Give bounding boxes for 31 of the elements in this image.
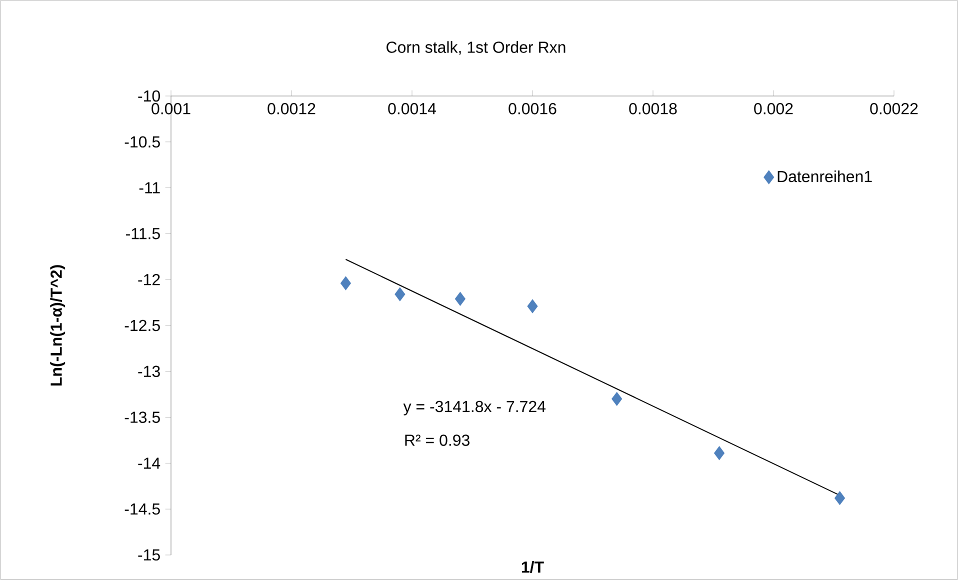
- x-tick-label: 0.0012: [268, 103, 316, 114]
- y-tick-label: -12.5: [124, 320, 160, 332]
- point: [834, 491, 846, 506]
- annotation: y = -3141.8x - 7.724: [403, 400, 546, 416]
- x-axis-title: 1/T: [522, 561, 544, 573]
- y-tick-label: -12: [138, 274, 160, 286]
- y-tick-label: -14.5: [124, 504, 160, 515]
- y-tick-label: -10.5: [124, 136, 160, 148]
- x-tick-label: 0.0016: [508, 103, 556, 114]
- point: [714, 446, 725, 460]
- chart-title: Corn stalk, 1st Order Rxn: [386, 41, 566, 55]
- y-tick-label: -13: [138, 366, 160, 378]
- point: [527, 299, 538, 314]
- y-axis-title: Ln(-Ln(1-α)/T^2): [50, 265, 66, 386]
- legend-label: Datenreihen1: [778, 170, 872, 182]
- y-tick-label: -10: [138, 90, 160, 102]
- y-tick-label: -14: [138, 458, 160, 469]
- annotation: R² = 0.93: [405, 434, 470, 446]
- x-tick-label: 0.0018: [629, 103, 677, 114]
- x-tick-label: 0.002: [754, 103, 793, 114]
- point: [612, 392, 622, 406]
- y-tick-label: -15: [138, 549, 160, 561]
- point: [340, 276, 351, 290]
- x-tick-label: 0.0022: [870, 103, 918, 114]
- point: [454, 292, 466, 306]
- x-tick-label: 0.001: [152, 103, 190, 114]
- x-tick-label: 0.0014: [388, 103, 436, 114]
- point: [394, 287, 406, 302]
- y-tick-label: -11: [139, 182, 160, 194]
- y-tick-label: -13.5: [124, 412, 160, 423]
- y-tick-label: -11.5: [126, 228, 160, 240]
